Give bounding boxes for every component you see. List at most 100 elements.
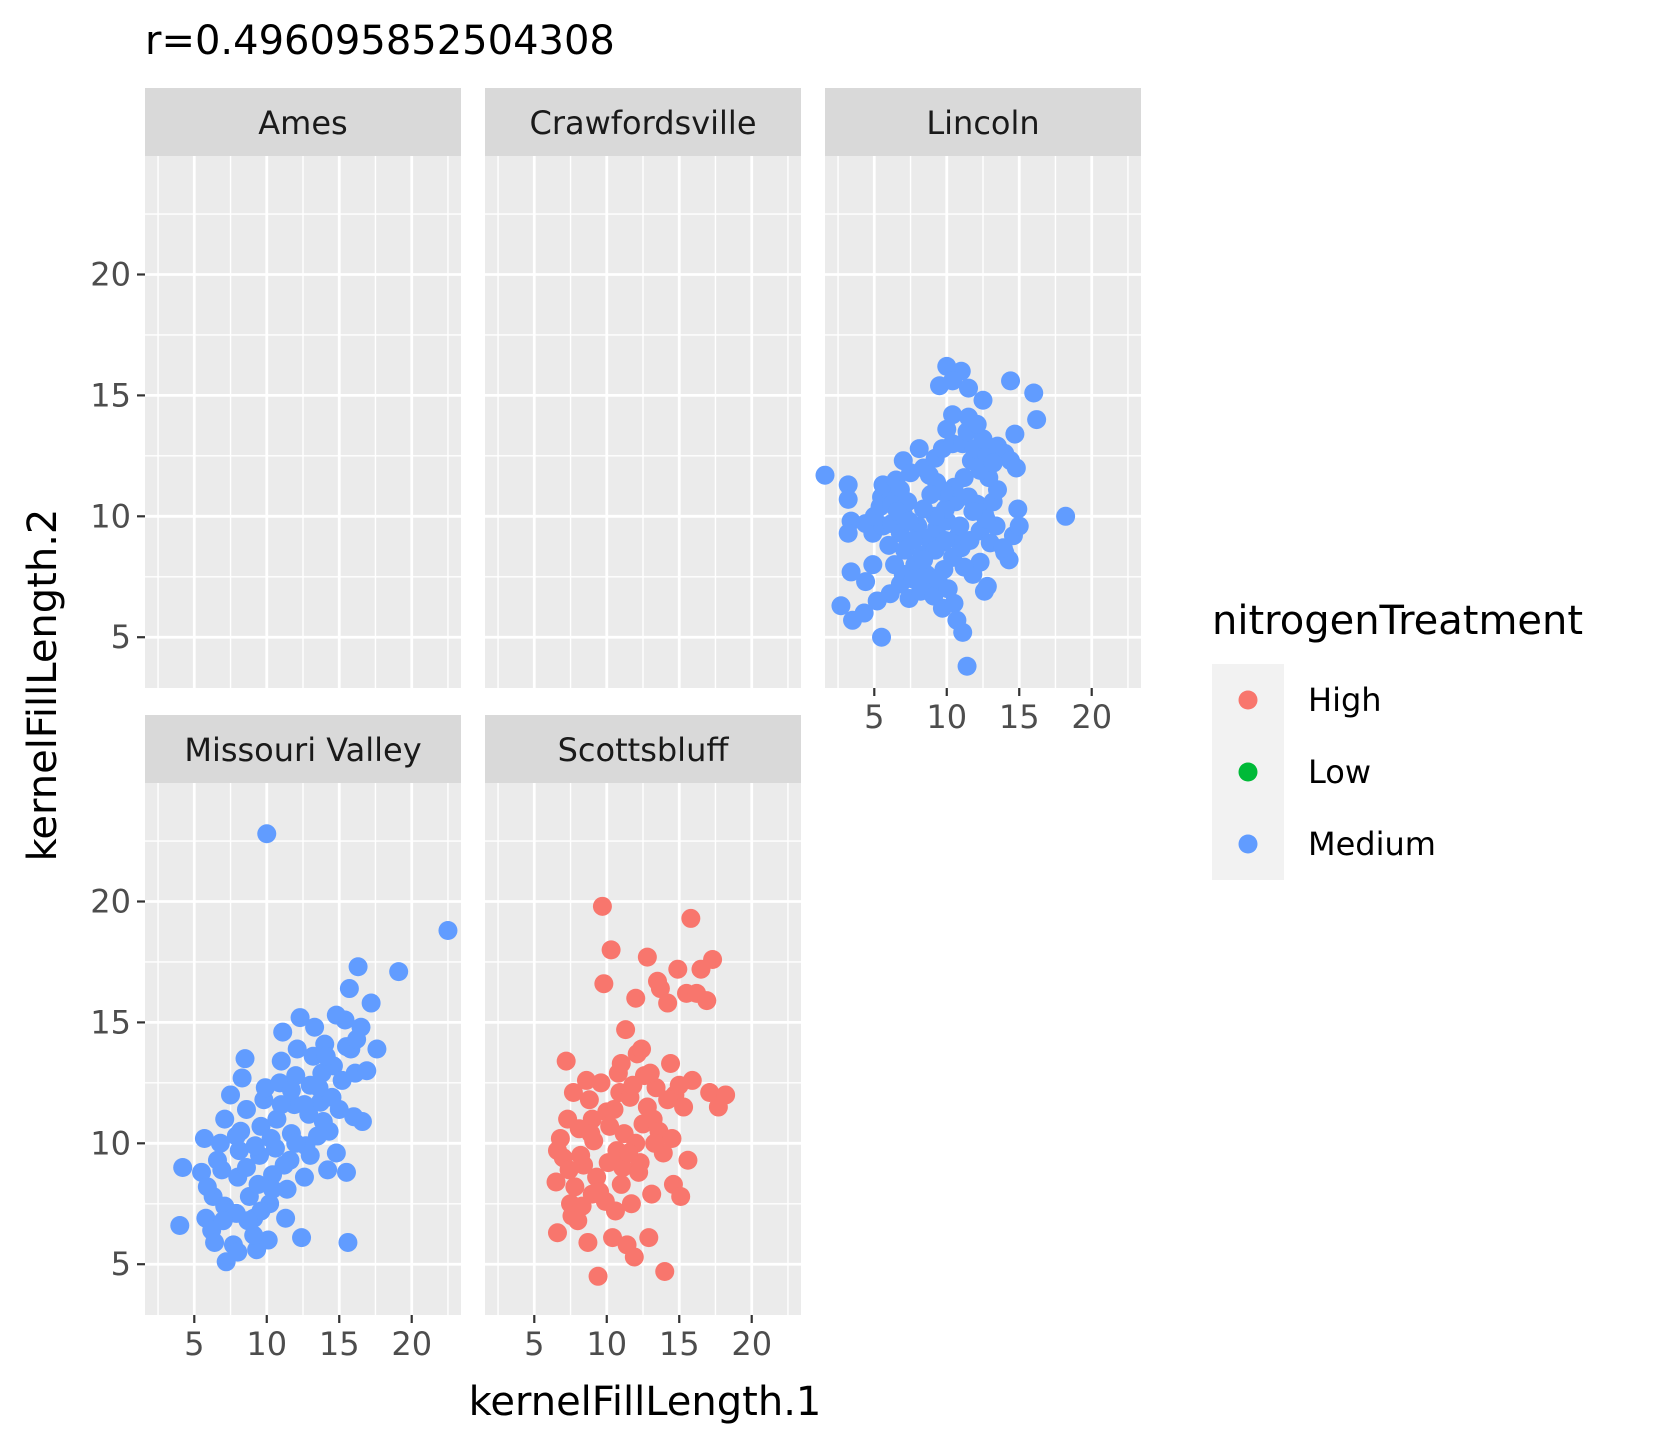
data-point-medium: [273, 1022, 293, 1042]
data-point-medium: [267, 1109, 287, 1129]
data-point-medium: [963, 501, 983, 521]
data-point-high: [623, 1075, 643, 1095]
data-point-medium: [313, 1112, 333, 1132]
data-point-medium: [367, 1039, 387, 1059]
data-point-high: [668, 959, 688, 979]
data-point-high: [568, 1211, 588, 1231]
data-point-medium: [841, 562, 861, 582]
data-point-medium: [831, 596, 851, 616]
data-point-medium: [856, 572, 876, 592]
data-point-high: [559, 1160, 579, 1180]
x-tick-label: 20: [391, 1325, 432, 1363]
data-point-medium: [205, 1232, 225, 1252]
data-point-medium: [854, 603, 874, 623]
data-point-high: [624, 1247, 644, 1267]
legend-title: nitrogenTreatment: [1212, 598, 1583, 644]
data-point-medium: [210, 1133, 230, 1153]
data-point-medium: [943, 405, 963, 425]
data-point-high: [662, 1128, 682, 1148]
data-point-medium: [838, 475, 858, 495]
data-point-medium: [957, 656, 977, 676]
facet-strip: [145, 715, 461, 783]
data-point-high: [619, 1143, 639, 1163]
data-point-medium: [229, 1141, 249, 1161]
data-point-medium: [245, 1136, 265, 1156]
data-point-medium: [236, 1099, 256, 1119]
y-tick-label: 15: [90, 376, 131, 414]
data-point-high: [581, 1124, 601, 1144]
data-point-medium: [1056, 506, 1076, 526]
data-point-high: [616, 1020, 636, 1040]
data-point-high: [671, 1187, 691, 1207]
data-point-high: [603, 1228, 623, 1248]
data-point-medium: [357, 1061, 377, 1081]
data-point-medium: [235, 1049, 255, 1069]
data-point-high: [658, 1090, 678, 1110]
data-point-high: [700, 1083, 720, 1103]
data-point-medium: [276, 1208, 296, 1228]
data-point-medium: [258, 1230, 278, 1250]
facet-strip: [825, 88, 1141, 156]
data-point-medium: [1006, 458, 1026, 478]
data-point-medium: [879, 535, 899, 555]
data-point-medium: [213, 1211, 233, 1231]
legend-label-high: High: [1308, 681, 1382, 719]
data-point-medium: [909, 439, 929, 459]
data-point-medium: [303, 1046, 323, 1066]
data-point-high: [547, 1223, 567, 1243]
data-point-high: [661, 1054, 681, 1074]
y-tick-label: 20: [90, 882, 131, 920]
data-point-high: [592, 896, 612, 916]
legend-key-low: [1238, 762, 1258, 782]
data-point-high: [565, 1177, 585, 1197]
data-point-medium: [938, 579, 958, 599]
data-point-medium: [959, 407, 979, 427]
data-point-medium: [286, 1133, 306, 1153]
data-point-medium: [970, 552, 990, 572]
data-point-medium: [863, 555, 883, 575]
data-point-medium: [1027, 410, 1047, 430]
data-point-high: [658, 993, 678, 1013]
data-point-high: [556, 1051, 576, 1071]
data-point-high: [591, 1073, 611, 1093]
data-point-high: [716, 1085, 736, 1105]
data-point-medium: [326, 1143, 346, 1163]
y-tick-label: 5: [111, 618, 131, 656]
data-point-high: [681, 908, 701, 928]
data-point-high: [639, 1228, 659, 1248]
data-point-medium: [352, 1112, 372, 1132]
data-point-medium: [838, 523, 858, 543]
x-tick-label: 10: [926, 698, 967, 736]
data-point-medium: [937, 419, 957, 439]
data-point-medium: [261, 1128, 281, 1148]
x-tick-label: 15: [319, 1325, 360, 1363]
data-point-medium: [953, 622, 973, 642]
data-point-high: [629, 1162, 649, 1182]
data-point-high: [595, 1191, 615, 1211]
data-point-high: [642, 1184, 662, 1204]
data-point-medium: [950, 516, 970, 536]
y-tick-label: 15: [90, 1003, 131, 1041]
legend-key-medium: [1238, 834, 1258, 854]
y-tick-label: 20: [90, 255, 131, 293]
legend-entry-high: High: [1238, 681, 1382, 719]
data-point-high: [640, 1063, 660, 1083]
data-point-medium: [294, 1167, 314, 1187]
data-point-high: [582, 1109, 602, 1129]
data-point-medium: [255, 1078, 275, 1098]
chart-title: r=0.496095852504308: [145, 18, 615, 64]
legend-entry-medium: Medium: [1238, 825, 1436, 863]
data-point-medium: [838, 489, 858, 509]
data-point-medium: [944, 593, 964, 613]
data-point-medium: [300, 1145, 320, 1165]
facet-lincoln: Lincoln 5 10 15 20: [815, 88, 1141, 736]
data-point-high: [576, 1070, 596, 1090]
data-point-medium: [1024, 383, 1044, 403]
data-point-medium: [271, 1095, 291, 1115]
data-point-medium: [438, 921, 458, 941]
data-point-medium: [212, 1160, 232, 1180]
data-point-high: [678, 1150, 698, 1170]
data-point-medium: [973, 429, 993, 449]
data-point-medium: [281, 1080, 301, 1100]
